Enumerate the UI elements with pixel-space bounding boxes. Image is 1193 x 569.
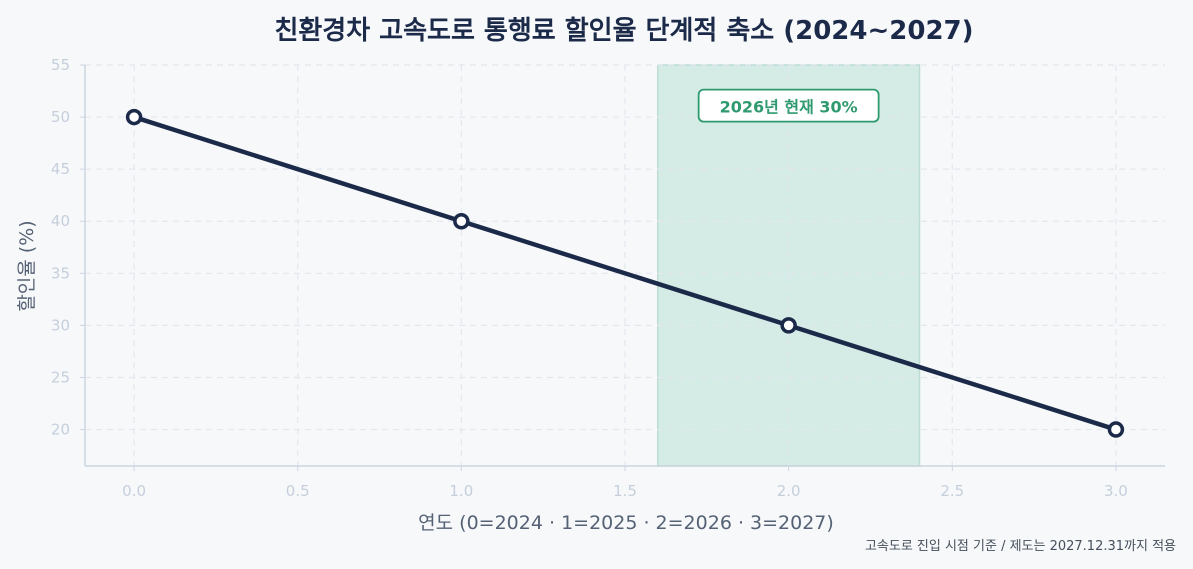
x-tick-label: 1.0 [449,482,473,500]
y-tick-label: 35 [51,264,70,282]
x-axis-label: 연도 (0=2024 · 1=2025 · 2=2026 · 3=2027) [418,512,834,534]
y-tick-label: 20 [51,421,70,439]
chart-footnote: 고속도로 진입 시점 기준 / 제도는 2027.12.31까지 적용 [865,539,1176,554]
data-point [1107,421,1125,438]
x-tick-label: 0.0 [122,482,146,500]
annotation-box [697,88,880,123]
data-point [453,212,470,230]
y-axis-label: 할인율 (%) [16,220,38,311]
x-tick-label: 3.0 [1104,482,1128,500]
annotation-text: 2026년 현재 30% [720,98,858,117]
y-tick-label: 55 [51,56,70,74]
y-tick-label: 45 [51,160,70,178]
x-tick-label: 1.5 [613,482,637,500]
y-tick-label: 25 [51,368,70,386]
x-tick-label: 2.5 [940,482,964,500]
y-tick-label: 40 [51,212,70,230]
y-tick-label: 50 [51,108,70,126]
data-point [780,317,797,334]
x-tick-label: 2.0 [777,482,801,500]
x-tick-label: 0.5 [286,482,310,500]
chart-title: 친환경차 고속도로 통행료 할인율 단계적 축소 (2024~2027) [274,16,973,46]
y-tick-label: 30 [51,316,70,334]
series-line [131,114,1119,432]
data-point [125,108,143,126]
